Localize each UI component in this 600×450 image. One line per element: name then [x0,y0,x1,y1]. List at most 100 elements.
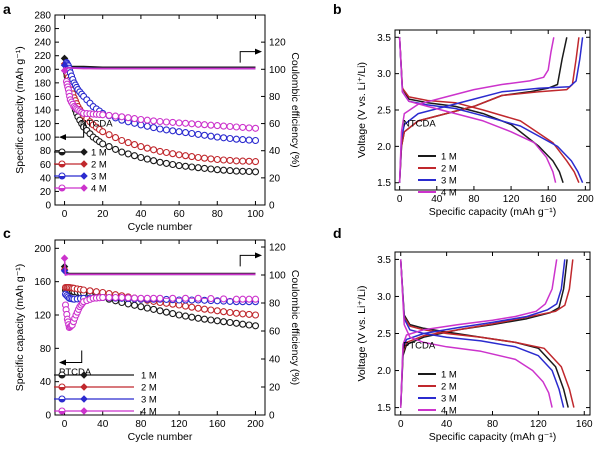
discharge-curve [398,37,584,183]
capacity-point [207,132,215,140]
capacity-point [226,134,234,143]
series-4M [60,66,260,132]
capacity-point [251,158,260,166]
capacity-point [251,295,260,303]
capacity-point [181,162,190,170]
capacity-point [156,294,164,302]
capacity-point [111,134,120,142]
x-tick-label: 40 [441,419,453,430]
y2-tick-label: 100 [269,271,286,282]
y-tick-label: 160 [34,277,51,288]
y-tick-label: 3.5 [377,33,391,44]
panel-letter-a: a [3,1,11,17]
panel-letter-b: b [333,1,342,17]
capacity-point [150,294,158,302]
y-tick-label: 120 [34,311,51,322]
capacity-point [137,303,145,311]
capacity-point [200,315,209,323]
panel-d: d 0 40 80 120 160 1.5 2.0 2.5 3.0 3.5 Specific capa… [333,225,593,443]
legend-label: 3 M [91,172,107,183]
capacity-point [169,127,177,135]
y-tick-label: 1.5 [377,178,391,189]
y-axis-label: Voltage (V vs. Li⁺/Li) [356,62,368,158]
y-tick-label: 100 [34,133,51,144]
capacity-point [143,144,151,152]
capacity-point [232,309,240,317]
legend-swatch-marker-fill [59,164,65,167]
capacity-point [251,311,260,319]
y-tick-label: 60 [40,160,52,171]
capacity-point [226,167,234,175]
legend-label: 4 M [441,188,457,199]
capacity-point [194,304,202,312]
capacity-point [251,168,260,176]
capacity-point [194,314,202,322]
discharge-curve [398,37,580,183]
capacity-point [188,163,196,171]
capacity-point [181,152,190,160]
capacity-point [175,162,183,170]
capacity-point [111,112,120,120]
y-tick-label: 3.0 [377,69,391,80]
y-tick-label: 80 [40,146,52,157]
y-tick-label: 20 [40,187,52,198]
series-2M [398,37,580,183]
charge-curve [399,259,558,408]
x-tick-label: 80 [487,419,499,430]
capacity-point [143,122,151,130]
capacity-point [156,158,164,166]
capacity-point [239,295,247,303]
y-tick-label: 0 [45,201,51,212]
capacity-point [156,307,164,315]
capacity-point [118,293,126,302]
capacity-point [213,133,221,141]
capacity-point [143,155,151,163]
ce-line [63,266,256,275]
capacity-axis-arrow [65,350,83,363]
capacity-point [150,146,158,154]
capacity-point [118,148,126,156]
capacity-point [207,316,215,324]
capacity-point [137,153,145,162]
capacity-point [92,288,100,296]
capacity-point [245,136,253,144]
capacity-point [220,295,228,303]
legend-label: 1 M [141,371,157,382]
capacity-point [156,117,164,126]
legend-swatch-diamond [80,172,88,180]
plot-area-c [60,254,260,332]
ce-axis-arrowhead [255,252,262,259]
y2-tick-label: 60 [269,327,281,338]
legend-swatch-marker-fill [59,152,65,155]
capacity-point [162,148,170,157]
y-tick-label: 200 [34,65,51,76]
capacity-axis-arrow [65,125,85,138]
y2-tick-label: 20 [269,383,281,394]
legend-swatch-diamond [80,184,88,192]
x-tick-label: 0 [398,419,404,430]
y-tick-label: 40 [40,173,52,184]
material-label: PTCDA [59,367,92,378]
legend-label: 3 M [141,395,157,406]
y-tick-label: 220 [34,51,51,62]
capacity-point [232,319,240,327]
discharge-curve [399,259,553,408]
y-tick-label: 40 [40,377,52,388]
y2-tick-label: 80 [269,299,281,310]
capacity-point [213,122,221,130]
capacity-point [232,295,240,303]
capacity-point [99,111,107,119]
y2-tick-label: 80 [269,92,281,103]
capacity-point [239,167,247,175]
capacity-point [245,321,253,329]
capacity-point [220,308,228,316]
capacity-point [181,312,190,320]
capacity-point [220,156,228,164]
capacity-point [162,308,170,316]
capacity-point [251,136,260,145]
charge-curve [398,37,584,183]
series-3M [399,259,566,408]
x-axis-label: Specific capacity (mAh g⁻¹) [429,431,557,443]
y-tick-label: 160 [34,92,51,103]
y2-tick-label: 20 [269,173,281,184]
